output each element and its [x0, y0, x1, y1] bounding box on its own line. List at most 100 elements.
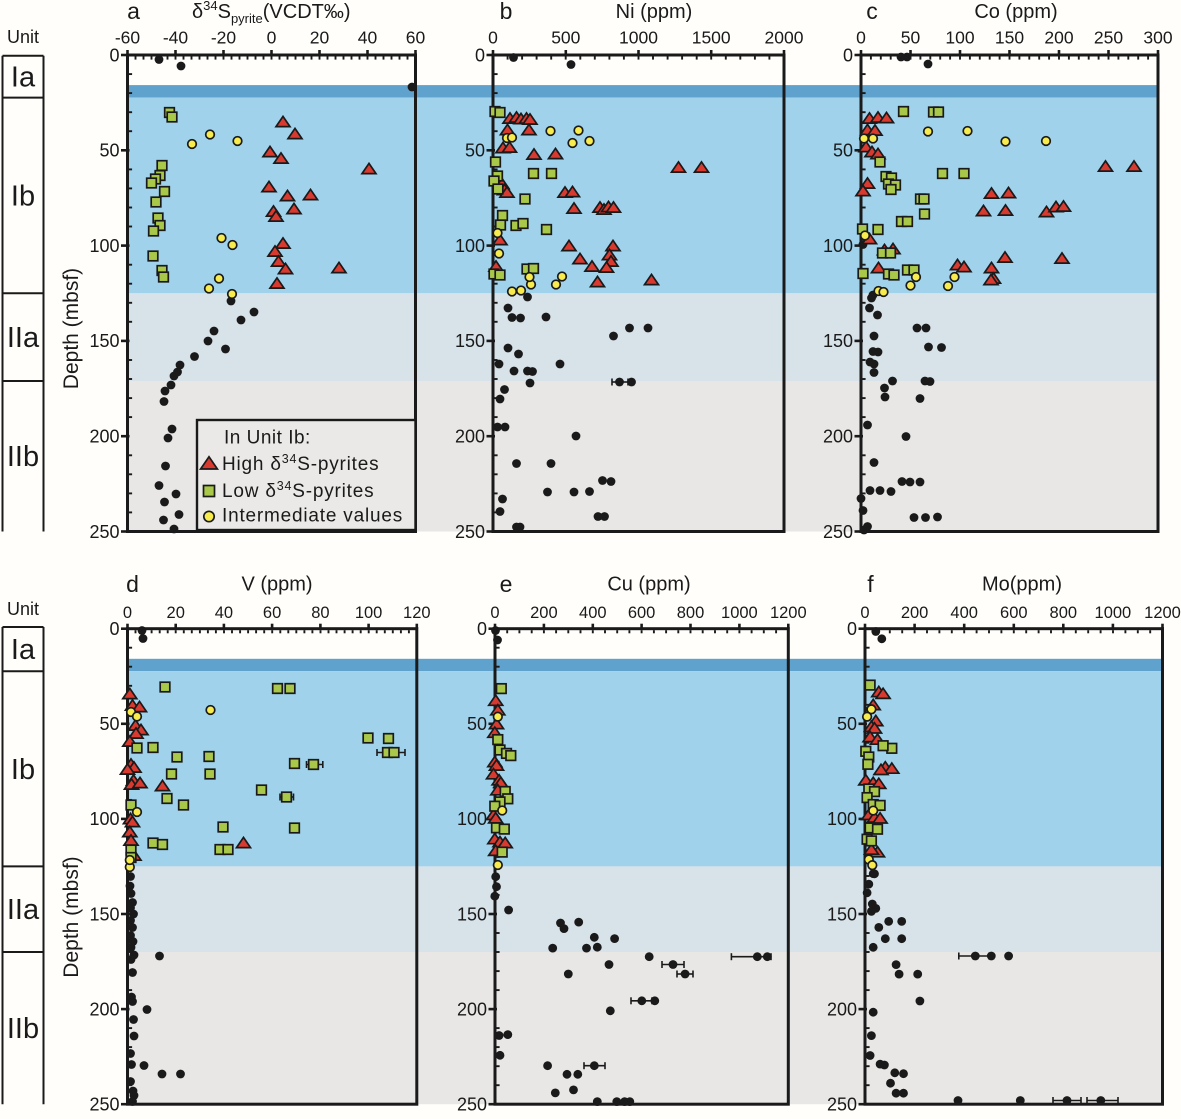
- svg-text:Co (ppm): Co (ppm): [974, 1, 1057, 23]
- svg-text:c: c: [866, 0, 878, 24]
- svg-text:20: 20: [167, 604, 185, 622]
- svg-text:250: 250: [89, 522, 119, 542]
- svg-text:60: 60: [406, 28, 426, 48]
- svg-text:250: 250: [89, 1095, 119, 1115]
- svg-text:Low δ34S-pyrites: Low δ34S-pyrites: [222, 479, 374, 502]
- svg-text:50: 50: [901, 28, 921, 48]
- svg-text:0: 0: [856, 28, 866, 48]
- svg-text:150: 150: [455, 331, 485, 351]
- svg-text:-40: -40: [163, 28, 189, 48]
- svg-text:0: 0: [267, 28, 277, 48]
- svg-text:High δ34S-pyrites: High δ34S-pyrites: [222, 452, 379, 475]
- svg-text:0: 0: [109, 619, 119, 639]
- svg-text:400: 400: [579, 604, 607, 622]
- svg-text:200: 200: [823, 427, 853, 447]
- svg-text:d: d: [126, 571, 139, 597]
- svg-text:50: 50: [99, 141, 119, 161]
- svg-text:50: 50: [837, 714, 857, 734]
- svg-text:IIb: IIb: [7, 441, 39, 473]
- svg-text:e: e: [500, 571, 513, 597]
- svg-text:V (ppm): V (ppm): [241, 574, 312, 596]
- svg-text:1200: 1200: [1144, 604, 1181, 622]
- svg-text:200: 200: [457, 999, 487, 1019]
- svg-text:Mo(ppm): Mo(ppm): [982, 574, 1062, 596]
- svg-text:0: 0: [488, 28, 498, 48]
- svg-text:-60: -60: [115, 28, 141, 48]
- svg-text:Ib: Ib: [11, 754, 35, 786]
- svg-text:100: 100: [355, 604, 383, 622]
- svg-text:200: 200: [89, 427, 119, 447]
- svg-text:Ib: Ib: [11, 180, 35, 212]
- svg-text:250: 250: [457, 1095, 487, 1115]
- svg-text:Intermediate values: Intermediate values: [222, 506, 403, 527]
- svg-text:150: 150: [995, 28, 1024, 48]
- svg-text:100: 100: [89, 236, 119, 256]
- svg-text:50: 50: [833, 141, 853, 161]
- svg-text:δ34Spyrite(VCDT‰): δ34Spyrite(VCDT‰): [192, 0, 351, 26]
- svg-text:In Unit Ib:: In Unit Ib:: [224, 428, 311, 449]
- svg-text:1000: 1000: [619, 28, 658, 48]
- svg-text:100: 100: [455, 236, 485, 256]
- svg-text:0: 0: [490, 604, 499, 622]
- svg-text:150: 150: [823, 331, 853, 351]
- svg-text:Ia: Ia: [11, 634, 36, 666]
- svg-text:1500: 1500: [692, 28, 731, 48]
- svg-text:80: 80: [311, 604, 329, 622]
- svg-text:b: b: [500, 0, 513, 24]
- svg-text:100: 100: [945, 28, 974, 48]
- svg-text:IIb: IIb: [7, 1013, 39, 1045]
- svg-text:100: 100: [827, 809, 857, 829]
- svg-text:250: 250: [827, 1095, 857, 1115]
- svg-text:Ia: Ia: [11, 62, 36, 94]
- svg-text:1000: 1000: [721, 604, 758, 622]
- svg-text:150: 150: [89, 904, 119, 924]
- svg-text:0: 0: [109, 45, 119, 65]
- svg-text:IIa: IIa: [7, 322, 40, 354]
- svg-text:150: 150: [89, 331, 119, 351]
- svg-text:150: 150: [457, 904, 487, 924]
- svg-text:1000: 1000: [1095, 604, 1132, 622]
- svg-text:f: f: [867, 571, 874, 597]
- svg-text:300: 300: [1143, 28, 1172, 48]
- svg-text:200: 200: [901, 604, 929, 622]
- svg-text:200: 200: [455, 427, 485, 447]
- svg-text:0: 0: [477, 619, 487, 639]
- svg-text:150: 150: [827, 904, 857, 924]
- svg-text:600: 600: [628, 604, 656, 622]
- svg-text:250: 250: [823, 522, 853, 542]
- svg-text:800: 800: [677, 604, 705, 622]
- svg-text:50: 50: [465, 141, 485, 161]
- svg-text:100: 100: [823, 236, 853, 256]
- svg-text:50: 50: [99, 714, 119, 734]
- svg-text:Depth (mbsf): Depth (mbsf): [60, 856, 83, 977]
- svg-text:Depth (mbsf): Depth (mbsf): [60, 268, 83, 389]
- svg-text:2000: 2000: [765, 28, 804, 48]
- svg-text:Ni (ppm): Ni (ppm): [616, 1, 693, 23]
- svg-text:100: 100: [457, 809, 487, 829]
- svg-text:250: 250: [455, 522, 485, 542]
- svg-text:-20: -20: [211, 28, 237, 48]
- svg-text:200: 200: [1044, 28, 1073, 48]
- svg-text:200: 200: [827, 999, 857, 1019]
- svg-text:0: 0: [123, 604, 132, 622]
- svg-text:0: 0: [843, 45, 853, 65]
- svg-text:IIa: IIa: [7, 894, 40, 926]
- svg-text:40: 40: [358, 28, 378, 48]
- svg-text:a: a: [127, 0, 140, 24]
- svg-text:800: 800: [1050, 604, 1078, 622]
- svg-text:1200: 1200: [770, 604, 807, 622]
- svg-text:100: 100: [89, 809, 119, 829]
- svg-text:0: 0: [847, 619, 857, 639]
- svg-text:20: 20: [310, 28, 330, 48]
- svg-text:Unit: Unit: [7, 27, 39, 47]
- svg-text:Unit: Unit: [7, 599, 39, 619]
- svg-text:200: 200: [89, 999, 119, 1019]
- svg-text:600: 600: [1000, 604, 1028, 622]
- svg-text:60: 60: [263, 604, 281, 622]
- svg-text:40: 40: [215, 604, 233, 622]
- svg-text:0: 0: [860, 604, 869, 622]
- svg-text:400: 400: [950, 604, 978, 622]
- svg-text:250: 250: [1094, 28, 1123, 48]
- svg-text:200: 200: [530, 604, 558, 622]
- svg-text:Cu (ppm): Cu (ppm): [607, 574, 690, 596]
